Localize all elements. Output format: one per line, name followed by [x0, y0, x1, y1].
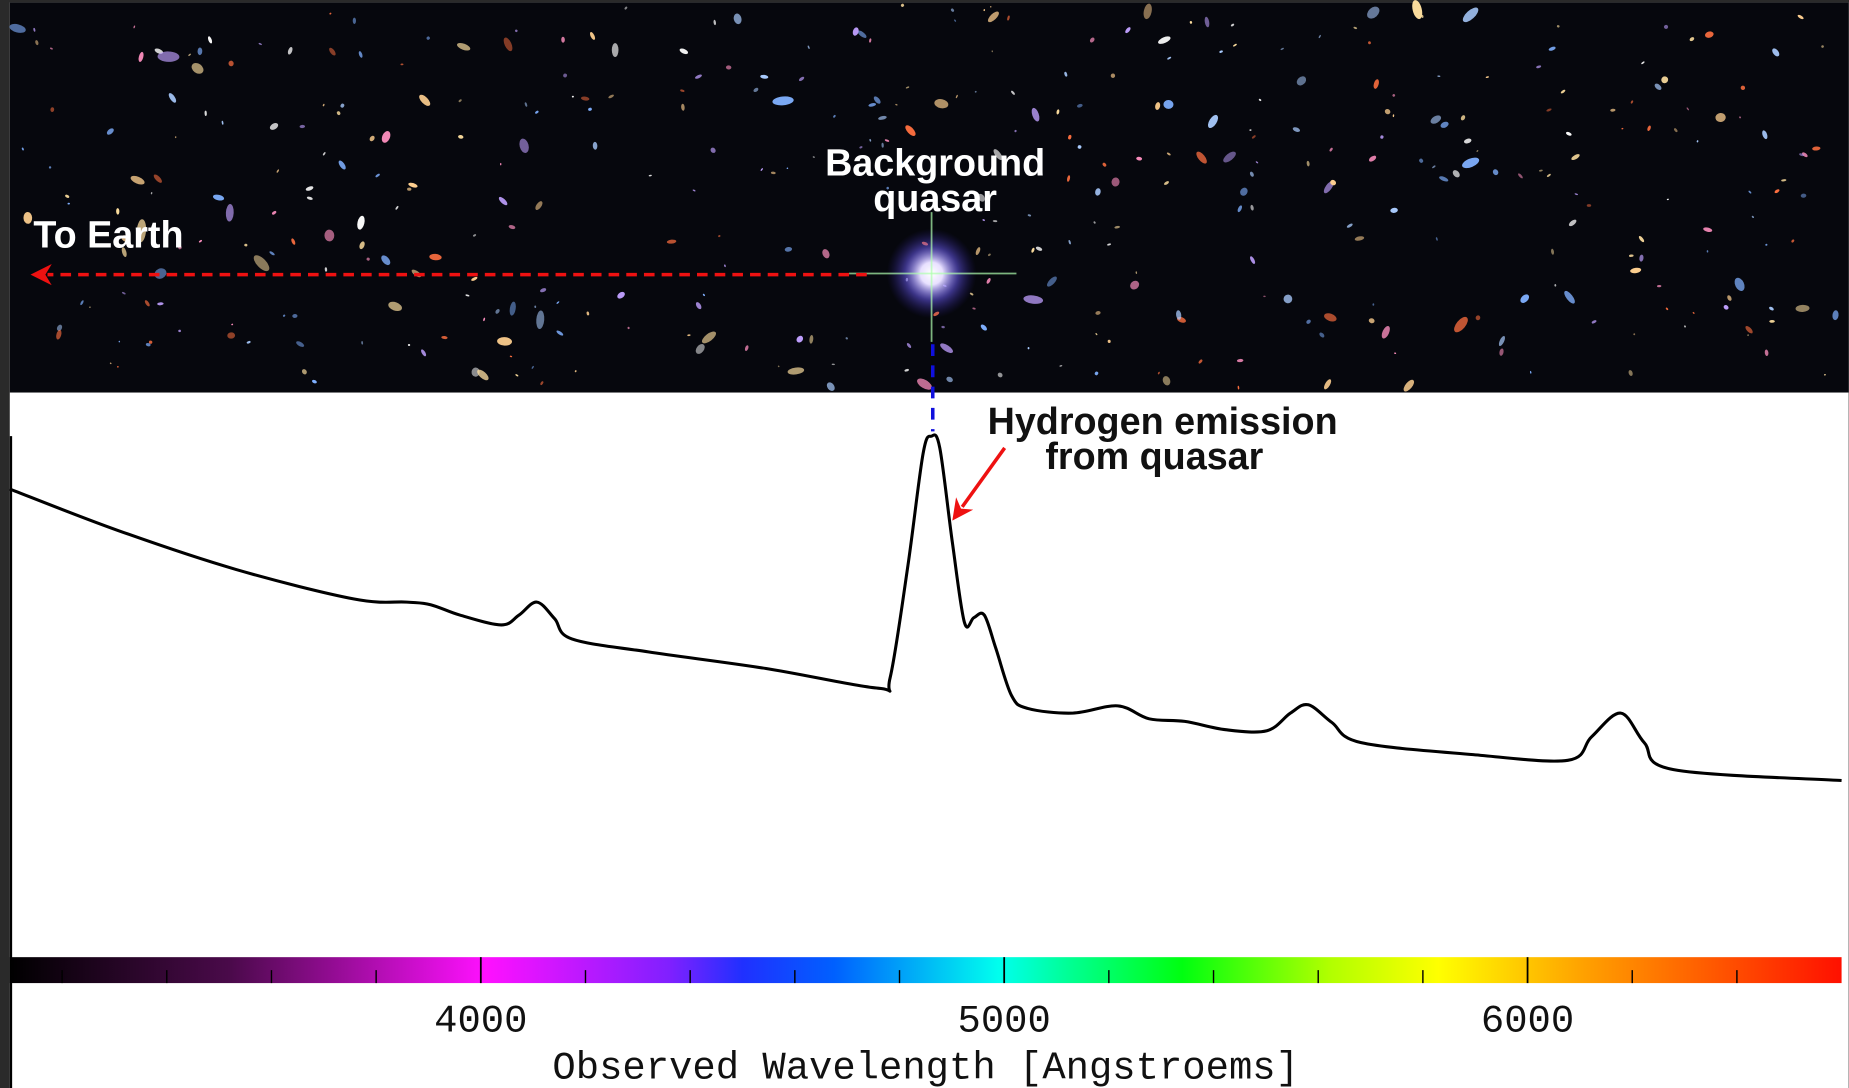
star	[353, 18, 356, 24]
x-axis-label: Observed Wavelength [Angstroems]	[552, 1047, 1299, 1088]
x-tick-label: 5000	[958, 999, 1051, 1043]
figure: To Earth Background quasar Hydrogen emis…	[0, 0, 1849, 1088]
x-tick-label: 4000	[434, 999, 527, 1043]
page: To Earth Background quasar Hydrogen emis…	[0, 0, 1849, 1088]
x-tick-label: 6000	[1481, 999, 1574, 1043]
color-bar	[10, 957, 1842, 983]
star	[612, 43, 619, 57]
annotation: from quasar	[1045, 435, 1263, 477]
annotation: To Earth	[33, 214, 183, 256]
annotation: quasar	[873, 177, 997, 219]
